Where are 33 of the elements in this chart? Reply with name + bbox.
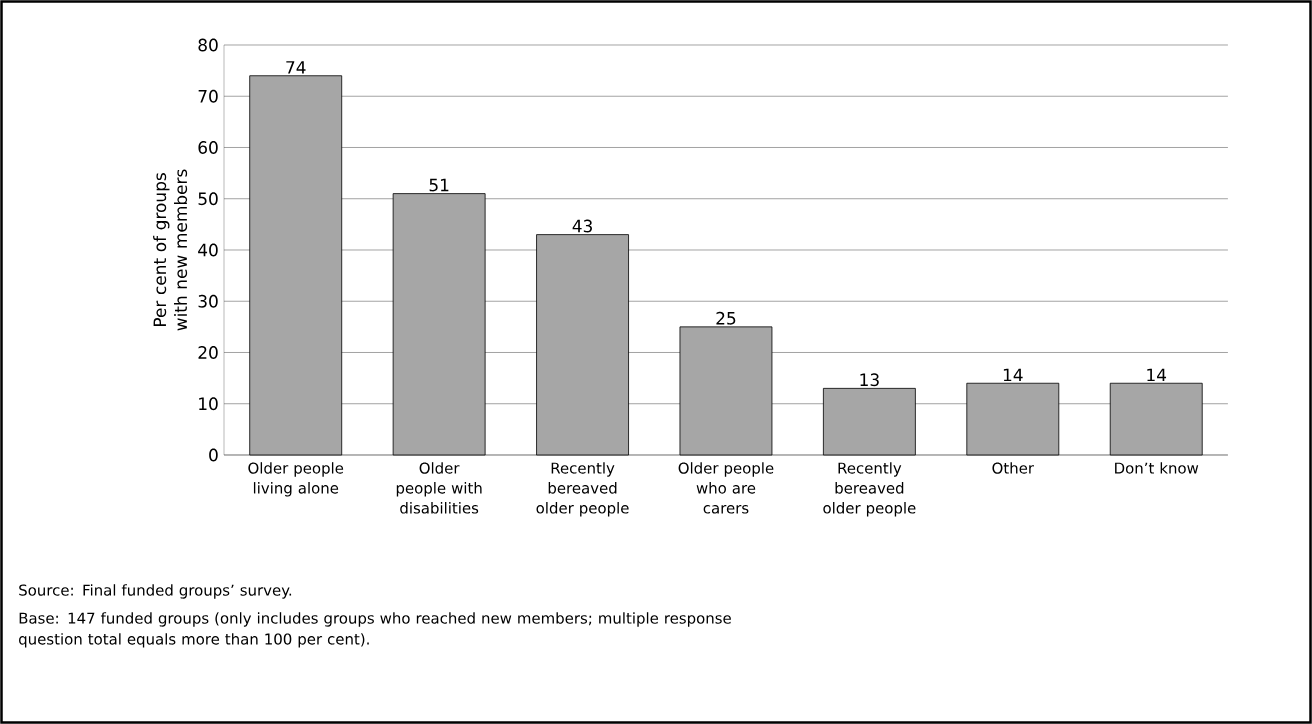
data-label: 14 (1147, 368, 1167, 382)
bar (822, 387, 916, 456)
y-tick-label: 20 (198, 346, 218, 359)
bar (536, 234, 629, 456)
y-tick-label: 80 (198, 38, 218, 52)
x-tick-label: Don’t know (1115, 462, 1199, 474)
data-label: 25 (716, 311, 736, 325)
bar (249, 75, 343, 456)
y-tick-label: 0 (209, 448, 218, 462)
bar (392, 193, 486, 456)
y-tick-label: 40 (198, 243, 218, 257)
x-tick-label: Older people with disabilities (396, 462, 482, 514)
y-tick-label: 60 (198, 141, 218, 154)
y-tick-label: 70 (198, 89, 218, 103)
data-label: 13 (860, 373, 879, 387)
x-tick-label: Older people who are carers (678, 462, 774, 514)
bar (966, 382, 1060, 456)
data-label: 74 (286, 61, 306, 74)
y-tick-label: 30 (198, 294, 218, 308)
data-label: 51 (429, 178, 449, 192)
data-label: 43 (572, 219, 592, 233)
source-note: Source: Final funded groups’ survey. (19, 584, 292, 599)
x-tick-label: Other (992, 462, 1035, 474)
x-tick-label: Recently bereaved older people (536, 462, 629, 517)
y-axis-title: Per cent of groups with new members (153, 169, 188, 331)
x-tick-label: Older people living alone (248, 462, 344, 497)
data-label: 14 (1003, 368, 1023, 382)
bar (1109, 382, 1203, 456)
bar (679, 326, 773, 456)
y-tick-label: 50 (198, 192, 218, 206)
x-tick-label: Recently bereaved older people (823, 462, 916, 517)
text: Base: 147 funded groups (only includes groups who reached new members; multiple response question total equals more than 100 per cent). (19, 612, 731, 648)
y-tick-label: 10 (199, 397, 218, 411)
